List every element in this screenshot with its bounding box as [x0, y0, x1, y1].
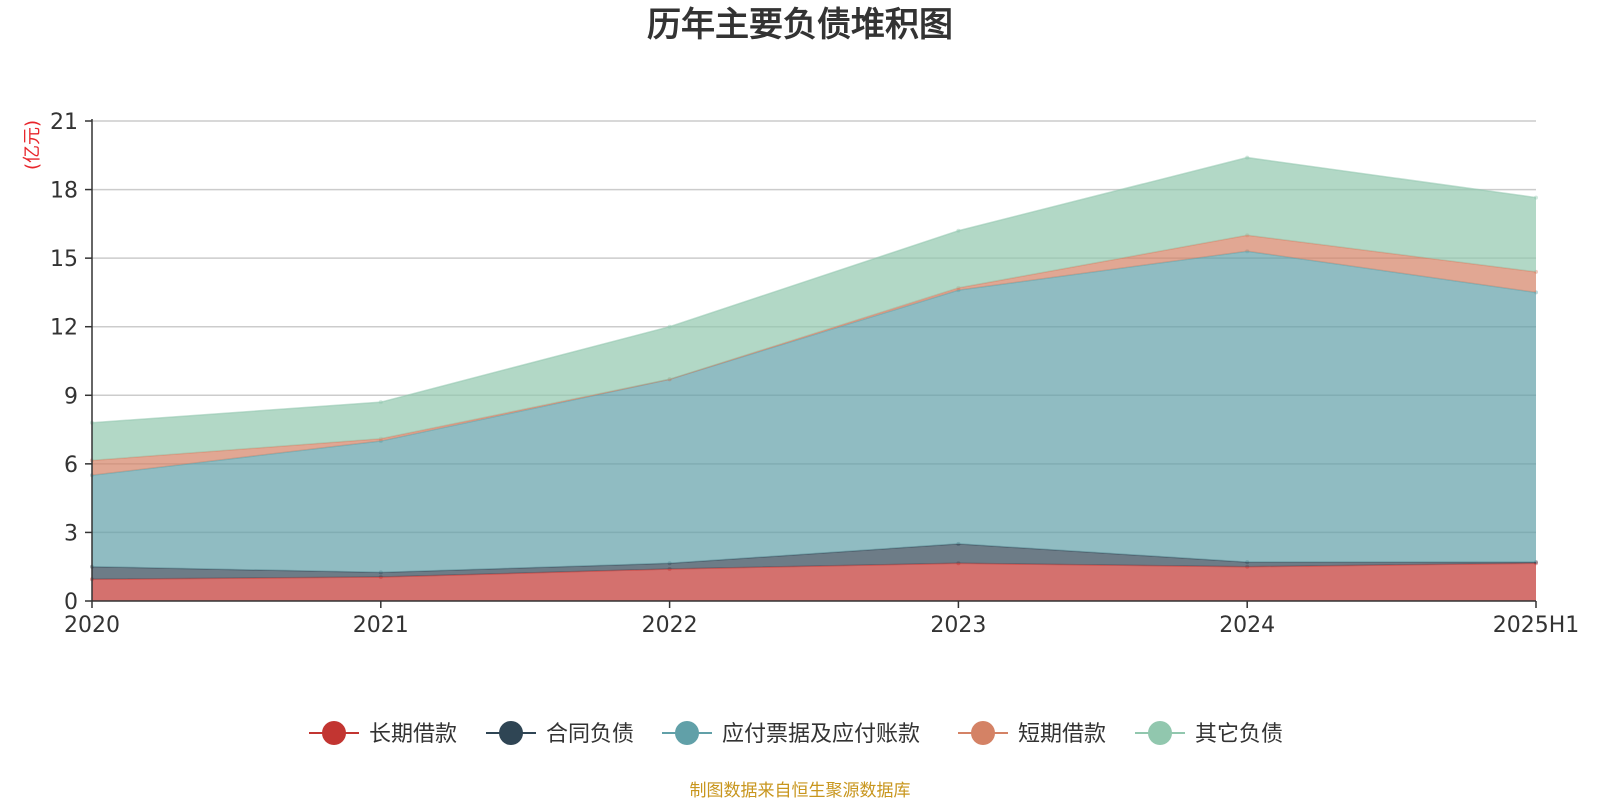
legend-label: 合同负债 — [546, 722, 634, 747]
area-series-4 — [92, 157, 1536, 461]
y-axis-unit: (亿元) — [22, 120, 43, 170]
x-tick-label: 2023 — [930, 613, 986, 638]
y-tick-label: 9 — [64, 384, 78, 409]
legend-label: 长期借款 — [369, 722, 457, 747]
series-line-4 — [91, 156, 1537, 424]
legend-circle-icon — [322, 721, 346, 745]
y-tick-label: 18 — [50, 179, 78, 204]
legend-label: 应付票据及应付账款 — [722, 722, 920, 747]
y-tick-label: 3 — [64, 521, 78, 546]
x-tick-label: 2024 — [1219, 613, 1275, 638]
x-tick-label: 2022 — [642, 613, 698, 638]
y-tick-label: 12 — [50, 316, 78, 341]
y-tick-label: 15 — [50, 247, 78, 272]
data-point — [1245, 155, 1250, 160]
area-series-group — [90, 155, 1538, 601]
legend-item-2[interactable]: 应付票据及应付账款 — [662, 721, 920, 747]
y-tick-labels: 0 3 6 9 12 15 18 21 — [50, 110, 78, 615]
series-line-1 — [91, 543, 1536, 574]
data-source-note: 制图数据来自恒生聚源数据库 — [690, 781, 911, 800]
legend-item-3[interactable]: 短期借款 — [958, 721, 1106, 747]
y-tick-label: 21 — [50, 110, 78, 135]
legend-label: 其它负债 — [1195, 722, 1283, 747]
legend-circle-icon — [675, 721, 699, 745]
area-series-2 — [92, 251, 1536, 573]
x-tick-label: 2025H1 — [1493, 613, 1580, 638]
legend-item-0[interactable]: 长期借款 — [309, 721, 457, 747]
axes — [91, 119, 1537, 608]
legend-item-1[interactable]: 合同负债 — [486, 721, 634, 747]
y-tick-label: 0 — [64, 590, 78, 615]
legend-circle-icon — [499, 721, 523, 745]
legend-circle-icon — [971, 721, 995, 745]
legend-circle-icon — [1148, 721, 1172, 745]
area-series-0 — [92, 563, 1536, 601]
legend[interactable]: 长期借款 合同负债 应付票据及应付账款 短期借款 其它负债 — [309, 721, 1283, 747]
x-tick-label: 2021 — [353, 613, 409, 638]
series-line-2 — [91, 250, 1537, 477]
data-point — [667, 324, 672, 329]
data-point — [1534, 195, 1538, 200]
x-tick-label: 2020 — [64, 613, 120, 638]
legend-label: 短期借款 — [1018, 722, 1106, 747]
data-point — [956, 228, 961, 233]
data-point — [378, 400, 383, 405]
area-series-3 — [92, 235, 1536, 476]
legend-item-4[interactable]: 其它负债 — [1135, 721, 1283, 747]
y-tick-label: 6 — [64, 453, 78, 478]
x-tick-labels: 2020 2021 2022 2023 2024 2025H1 — [64, 613, 1579, 638]
chart-title: 历年主要负债堆积图 — [647, 5, 953, 45]
